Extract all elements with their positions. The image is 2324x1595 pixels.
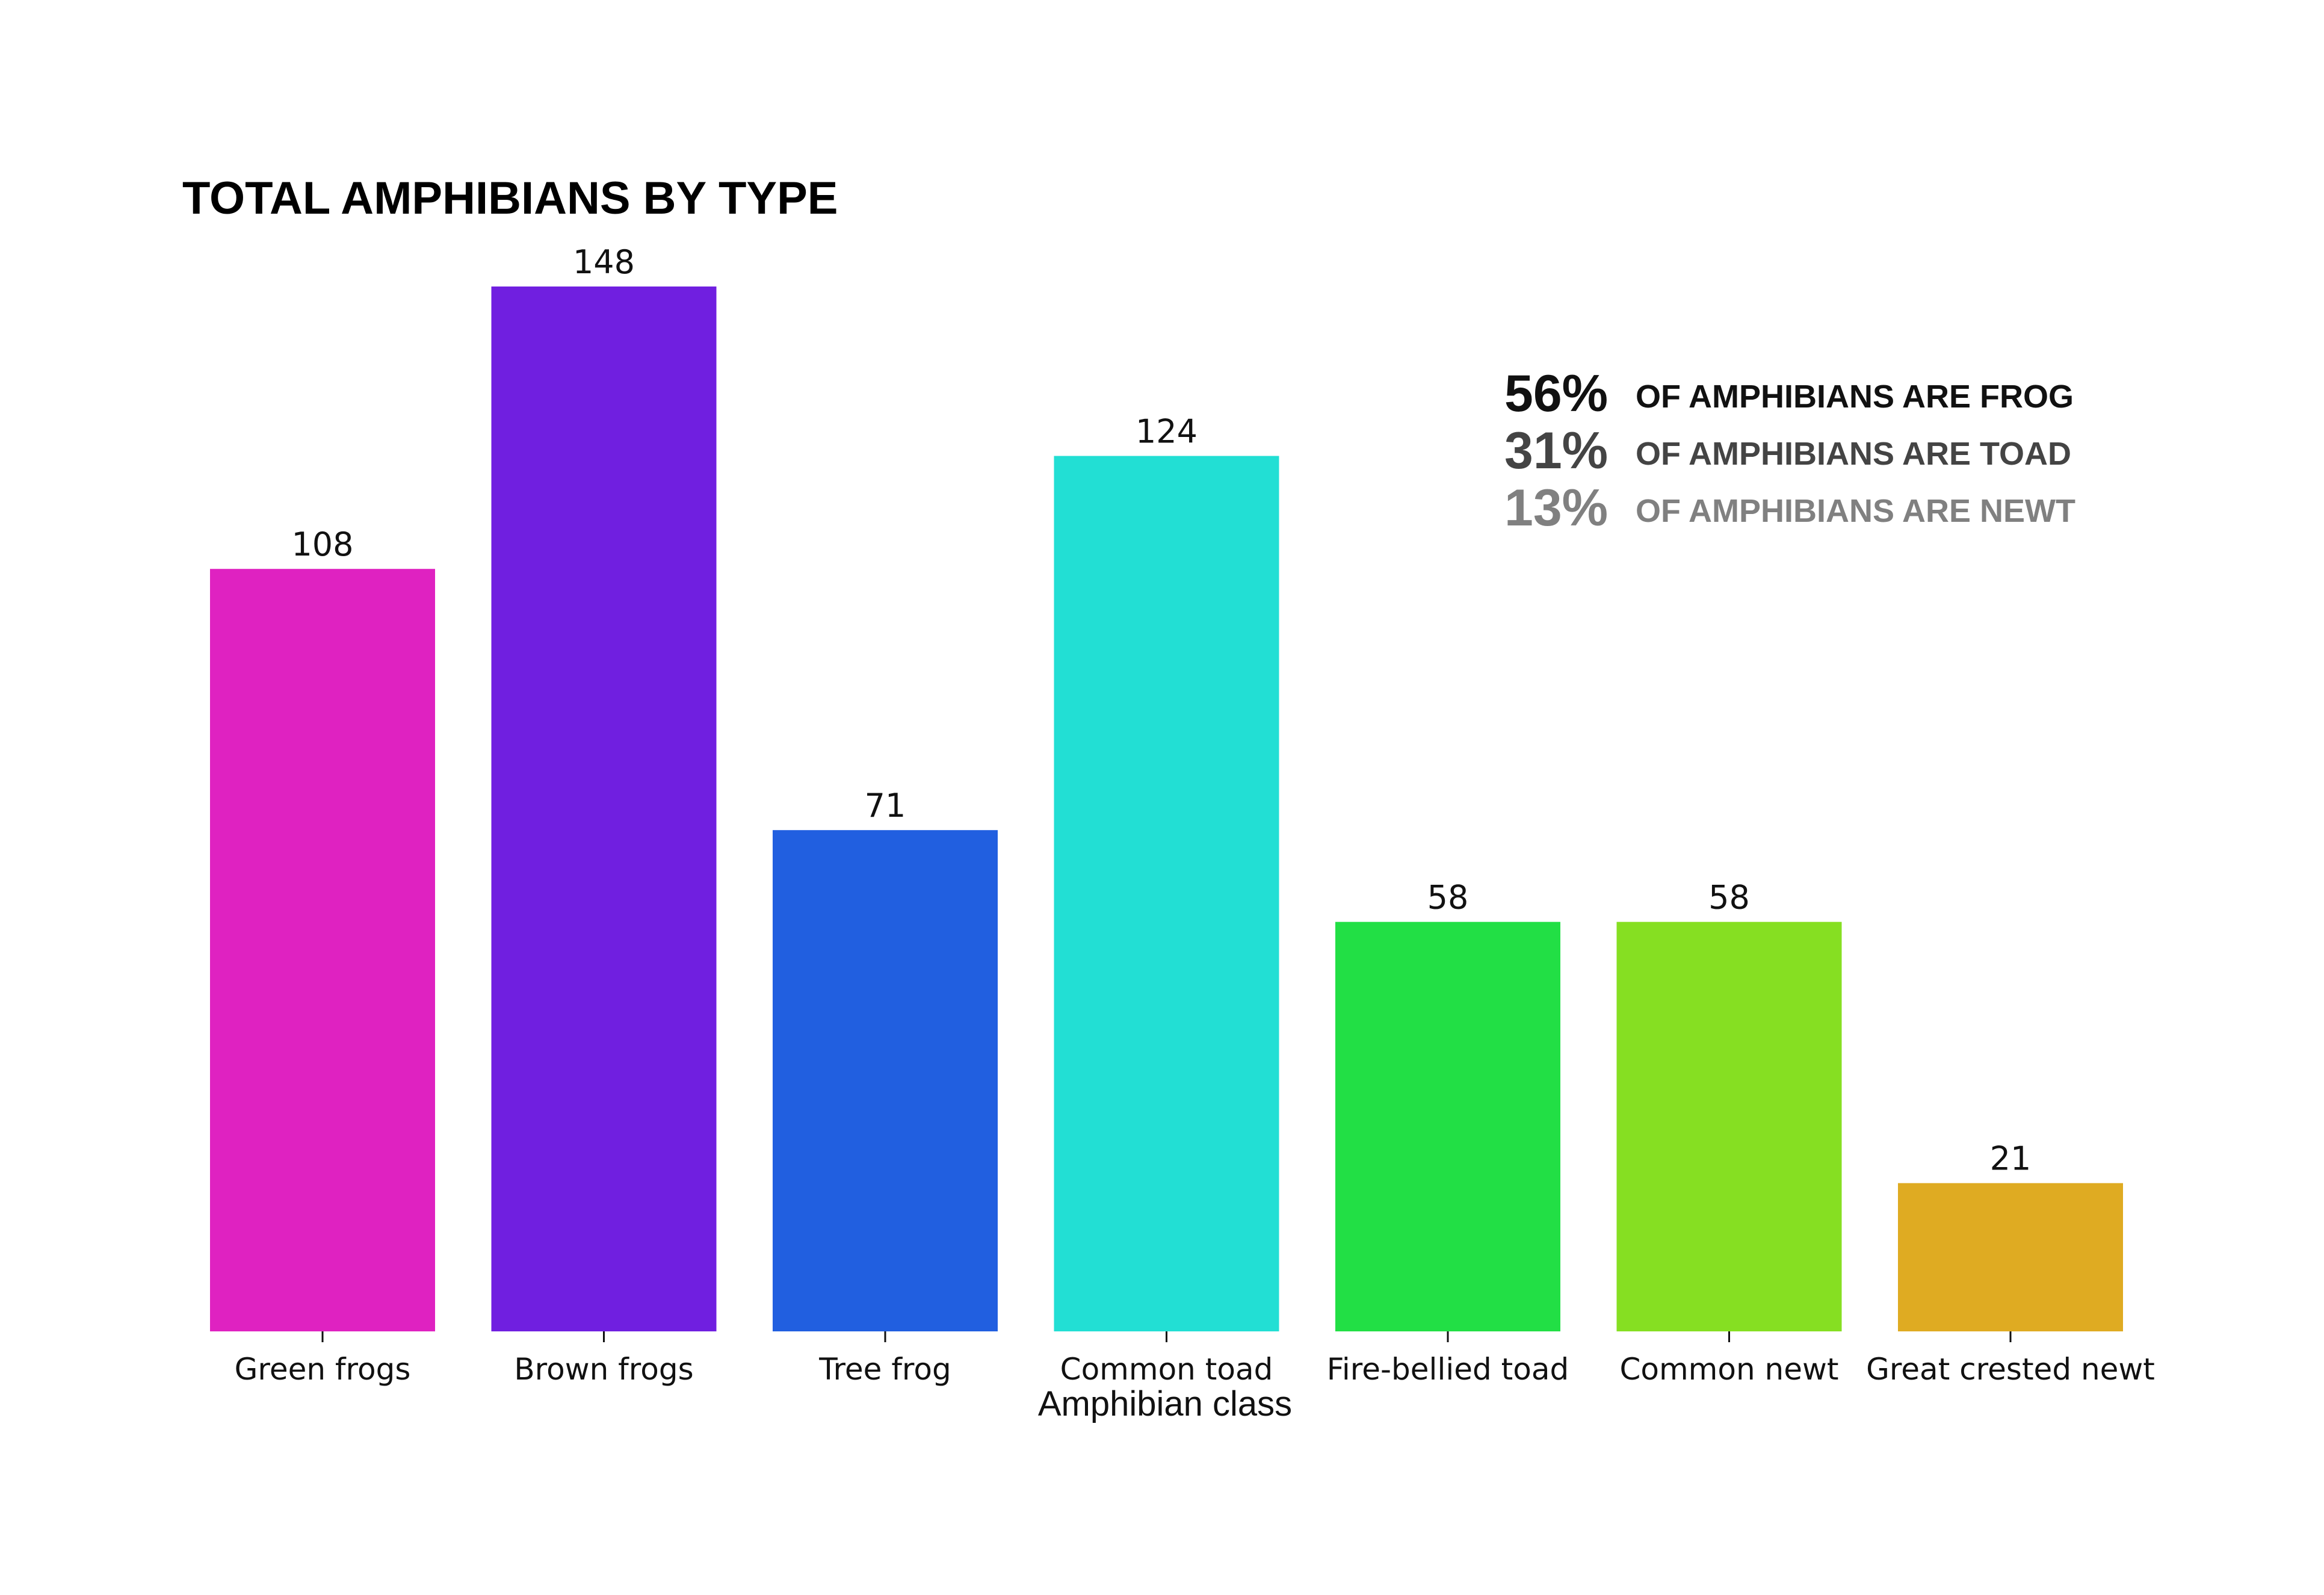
- annotation-pct-newt: 13%: [1504, 479, 1608, 537]
- annotation-text-frog: OF AMPHIBIANS ARE FROG: [1636, 379, 2074, 415]
- x-tick-label-great-crested-newt: Great crested newt: [1866, 1352, 2155, 1387]
- x-tick-label-tree-frog: Tree frog: [818, 1352, 951, 1387]
- x-ticks-group: [321, 1331, 2012, 1342]
- value-label-fire-bellied-toad: 58: [1427, 879, 1469, 917]
- bars-group: [210, 286, 2123, 1332]
- annotation-text-newt: OF AMPHIBIANS ARE NEWT: [1636, 493, 2075, 529]
- bar-great-crested-newt: [1898, 1183, 2123, 1331]
- bar-tree-frog: [773, 830, 998, 1331]
- x-tick-label-common-toad: Common toad: [1060, 1352, 1273, 1387]
- x-tick-label-green-frogs: Green frogs: [235, 1352, 411, 1387]
- x-tick-labels-group: Green frogs Brown frogs Tree frog Common to…: [235, 1352, 2155, 1387]
- annotations-group: 56% OF AMPHIBIANS ARE FROG 31% OF AMPHIBIAN…: [1504, 365, 2075, 537]
- x-axis-label: Amphibian class: [1038, 1384, 1292, 1423]
- x-tick-label-common-newt: Common newt: [1619, 1352, 1838, 1387]
- bar-common-toad: [1054, 456, 1279, 1332]
- chart-title: TOTAL AMPHIBIANS BY TYPE: [182, 173, 838, 224]
- annotation-text-toad: OF AMPHIBIANS ARE TOAD: [1636, 436, 2071, 472]
- bar-common-newt: [1616, 921, 1842, 1331]
- value-label-common-toad: 124: [1136, 413, 1198, 451]
- value-labels-group: 108 148 71 124 58 58 21: [291, 243, 2031, 1178]
- x-tick-label-fire-bellied-toad: Fire-bellied toad: [1327, 1352, 1569, 1387]
- bar-fire-bellied-toad: [1335, 921, 1560, 1331]
- value-label-great-crested-newt: 21: [1990, 1140, 2032, 1178]
- value-label-brown-frogs: 148: [573, 243, 635, 281]
- value-label-tree-frog: 71: [865, 787, 906, 825]
- annotation-pct-toad: 31%: [1504, 422, 1608, 480]
- value-label-common-newt: 58: [1708, 879, 1750, 917]
- annotation-pct-frog: 56%: [1504, 365, 1608, 423]
- x-tick-label-brown-frogs: Brown frogs: [514, 1352, 693, 1387]
- bar-brown-frogs: [491, 286, 717, 1331]
- bar-green-frogs: [210, 569, 435, 1331]
- value-label-green-frogs: 108: [291, 525, 353, 563]
